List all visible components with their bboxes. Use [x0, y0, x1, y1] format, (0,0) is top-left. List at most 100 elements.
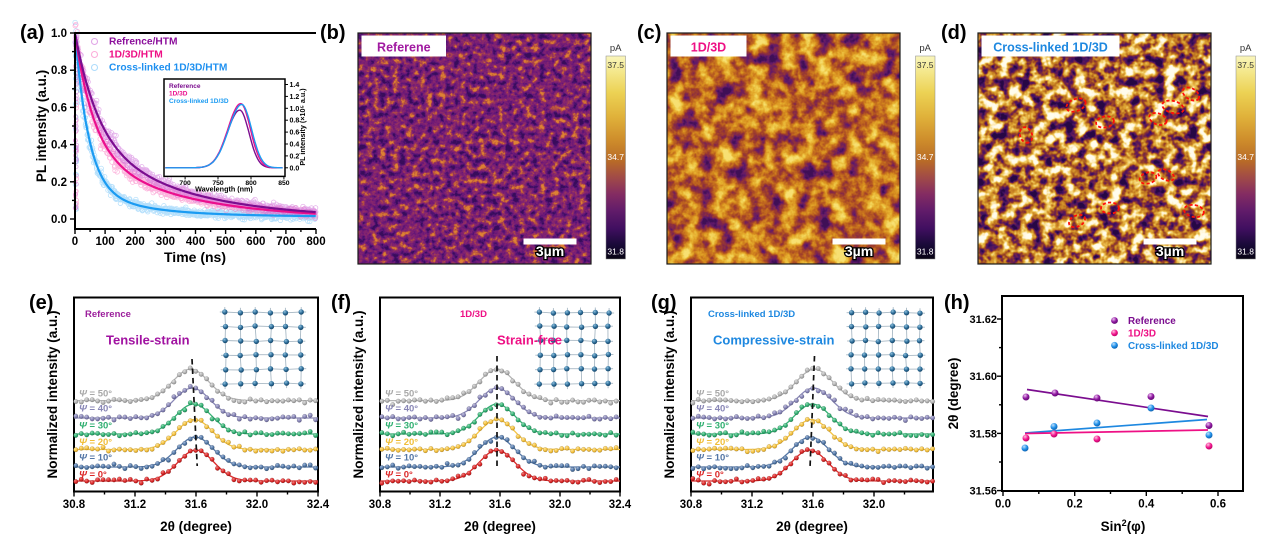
svg-text:3µm: 3µm: [536, 243, 564, 259]
svg-text:600: 600: [246, 236, 265, 248]
svg-text:31.56: 31.56: [969, 486, 997, 498]
svg-text:Strain-free: Strain-free: [497, 333, 562, 348]
svg-text:30.8: 30.8: [369, 499, 392, 511]
svg-text:Normalized intensity (a.u.): Normalized intensity (a.u.): [351, 310, 366, 478]
svg-text:31.2: 31.2: [741, 499, 763, 511]
svg-text:2θ (degree): 2θ (degree): [776, 519, 848, 534]
svg-text:3µm: 3µm: [536, 243, 564, 259]
svg-text:Ψ = 40°: Ψ = 40°: [385, 404, 418, 415]
svg-text:37.5: 37.5: [1237, 60, 1254, 70]
svg-text:Ψ = 40°: Ψ = 40°: [696, 404, 729, 415]
svg-text:(b): (b): [320, 22, 346, 44]
svg-text:0.2: 0.2: [1067, 499, 1083, 511]
svg-text:Reference: Reference: [85, 309, 131, 320]
svg-text:Cross-linked 1D/3D: Cross-linked 1D/3D: [169, 98, 229, 105]
svg-text:0.8: 0.8: [51, 65, 68, 77]
svg-text:32.4: 32.4: [609, 499, 632, 511]
svg-text:34.7: 34.7: [917, 152, 934, 162]
svg-text:PL intensity (×10⁵ a.u.): PL intensity (×10⁵ a.u.): [298, 88, 307, 166]
svg-text:(h): (h): [944, 292, 970, 314]
svg-text:Ψ = 20°: Ψ = 20°: [79, 437, 112, 448]
svg-text:Ψ = 10°: Ψ = 10°: [79, 453, 112, 464]
svg-text:31.62: 31.62: [969, 314, 997, 326]
svg-text:0.6: 0.6: [290, 130, 300, 137]
svg-text:31.2: 31.2: [124, 499, 146, 511]
svg-text:Referene: Referene: [377, 41, 431, 55]
svg-text:Ψ = 30°: Ψ = 30°: [79, 421, 112, 432]
svg-text:Reference: Reference: [169, 83, 201, 90]
svg-text:(e): (e): [29, 292, 53, 314]
svg-text:32.0: 32.0: [549, 499, 571, 511]
svg-text:1.4: 1.4: [290, 82, 300, 89]
svg-text:32.4: 32.4: [307, 499, 330, 511]
svg-text:(c): (c): [637, 22, 661, 44]
svg-text:37.5: 37.5: [917, 60, 934, 70]
svg-text:Normalized intensity (a.u.): Normalized intensity (a.u.): [662, 310, 677, 478]
svg-text:31.58: 31.58: [969, 428, 997, 440]
svg-text:850: 850: [278, 180, 290, 187]
svg-text:3µm: 3µm: [845, 243, 873, 259]
svg-text:Ψ = 0°: Ψ = 0°: [79, 470, 107, 481]
svg-text:34.7: 34.7: [1237, 152, 1254, 162]
svg-text:0.6: 0.6: [51, 102, 67, 114]
svg-text:750: 750: [212, 180, 224, 187]
svg-text:700: 700: [276, 236, 295, 248]
svg-text:3µm: 3µm: [845, 243, 873, 259]
svg-text:0.4: 0.4: [51, 140, 68, 152]
svg-text:Ψ = 40°: Ψ = 40°: [79, 404, 112, 415]
svg-text:Ψ = 0°: Ψ = 0°: [696, 470, 724, 481]
svg-text:31.8: 31.8: [917, 247, 934, 257]
svg-text:37.5: 37.5: [607, 60, 624, 70]
svg-text:1D/3D: 1D/3D: [691, 41, 726, 55]
svg-text:300: 300: [156, 236, 175, 248]
svg-text:30.8: 30.8: [680, 499, 703, 511]
svg-text:Ψ = 50°: Ψ = 50°: [696, 389, 729, 400]
svg-text:(f): (f): [331, 292, 351, 314]
svg-text:800: 800: [245, 180, 257, 187]
svg-text:1D/3D/HTM: 1D/3D/HTM: [109, 50, 163, 61]
svg-text:Ψ = 10°: Ψ = 10°: [385, 453, 418, 464]
svg-text:Ψ = 0°: Ψ = 0°: [385, 470, 413, 481]
svg-text:pA: pA: [610, 43, 622, 54]
svg-text:400: 400: [186, 236, 205, 248]
svg-text:(d): (d): [941, 22, 967, 44]
svg-text:(g): (g): [651, 292, 677, 314]
svg-text:1.2: 1.2: [290, 94, 300, 101]
svg-text:Cross-linked 1D/3D/HTM: Cross-linked 1D/3D/HTM: [109, 63, 227, 74]
svg-text:Reference: Reference: [1128, 316, 1176, 327]
svg-text:Wavelength (nm): Wavelength (nm): [195, 185, 253, 194]
svg-text:Cross-linked 1D/3D: Cross-linked 1D/3D: [993, 41, 1108, 55]
svg-text:2θ (degree): 2θ (degree): [160, 519, 232, 534]
svg-text:PL intensity (a.u.): PL intensity (a.u.): [34, 70, 49, 182]
svg-text:Ψ = 50°: Ψ = 50°: [385, 389, 418, 400]
svg-text:31.6: 31.6: [489, 499, 511, 511]
svg-text:pA: pA: [1240, 43, 1252, 54]
svg-text:31.6: 31.6: [802, 499, 824, 511]
svg-text:0.2: 0.2: [51, 177, 67, 189]
svg-text:1.0: 1.0: [51, 28, 67, 40]
svg-text:Tensile-strain: Tensile-strain: [106, 333, 190, 348]
svg-text:34.7: 34.7: [607, 152, 624, 162]
svg-text:(a): (a): [20, 22, 44, 44]
svg-text:0.0: 0.0: [51, 214, 67, 226]
svg-text:2θ (degree): 2θ (degree): [946, 358, 961, 430]
svg-text:800: 800: [306, 236, 325, 248]
svg-text:pA: pA: [919, 43, 931, 54]
svg-text:32.0: 32.0: [246, 499, 268, 511]
svg-text:0.0: 0.0: [995, 499, 1011, 511]
svg-text:Normalized intensity (a.u.): Normalized intensity (a.u.): [45, 310, 60, 478]
svg-text:1D/3D: 1D/3D: [1128, 328, 1156, 339]
svg-text:200: 200: [126, 236, 145, 248]
svg-text:0: 0: [72, 236, 78, 248]
svg-text:30.8: 30.8: [63, 499, 86, 511]
svg-text:Ψ = 10°: Ψ = 10°: [696, 453, 729, 464]
svg-text:100: 100: [96, 236, 115, 248]
svg-text:Time (ns): Time (ns): [164, 249, 226, 265]
svg-text:0.8: 0.8: [290, 118, 300, 125]
svg-text:0.0: 0.0: [290, 165, 300, 172]
svg-text:3µm: 3µm: [1156, 243, 1184, 259]
svg-text:31.2: 31.2: [429, 499, 451, 511]
svg-text:31.6: 31.6: [185, 499, 207, 511]
svg-text:500: 500: [216, 236, 235, 248]
svg-text:0.6: 0.6: [1210, 499, 1226, 511]
